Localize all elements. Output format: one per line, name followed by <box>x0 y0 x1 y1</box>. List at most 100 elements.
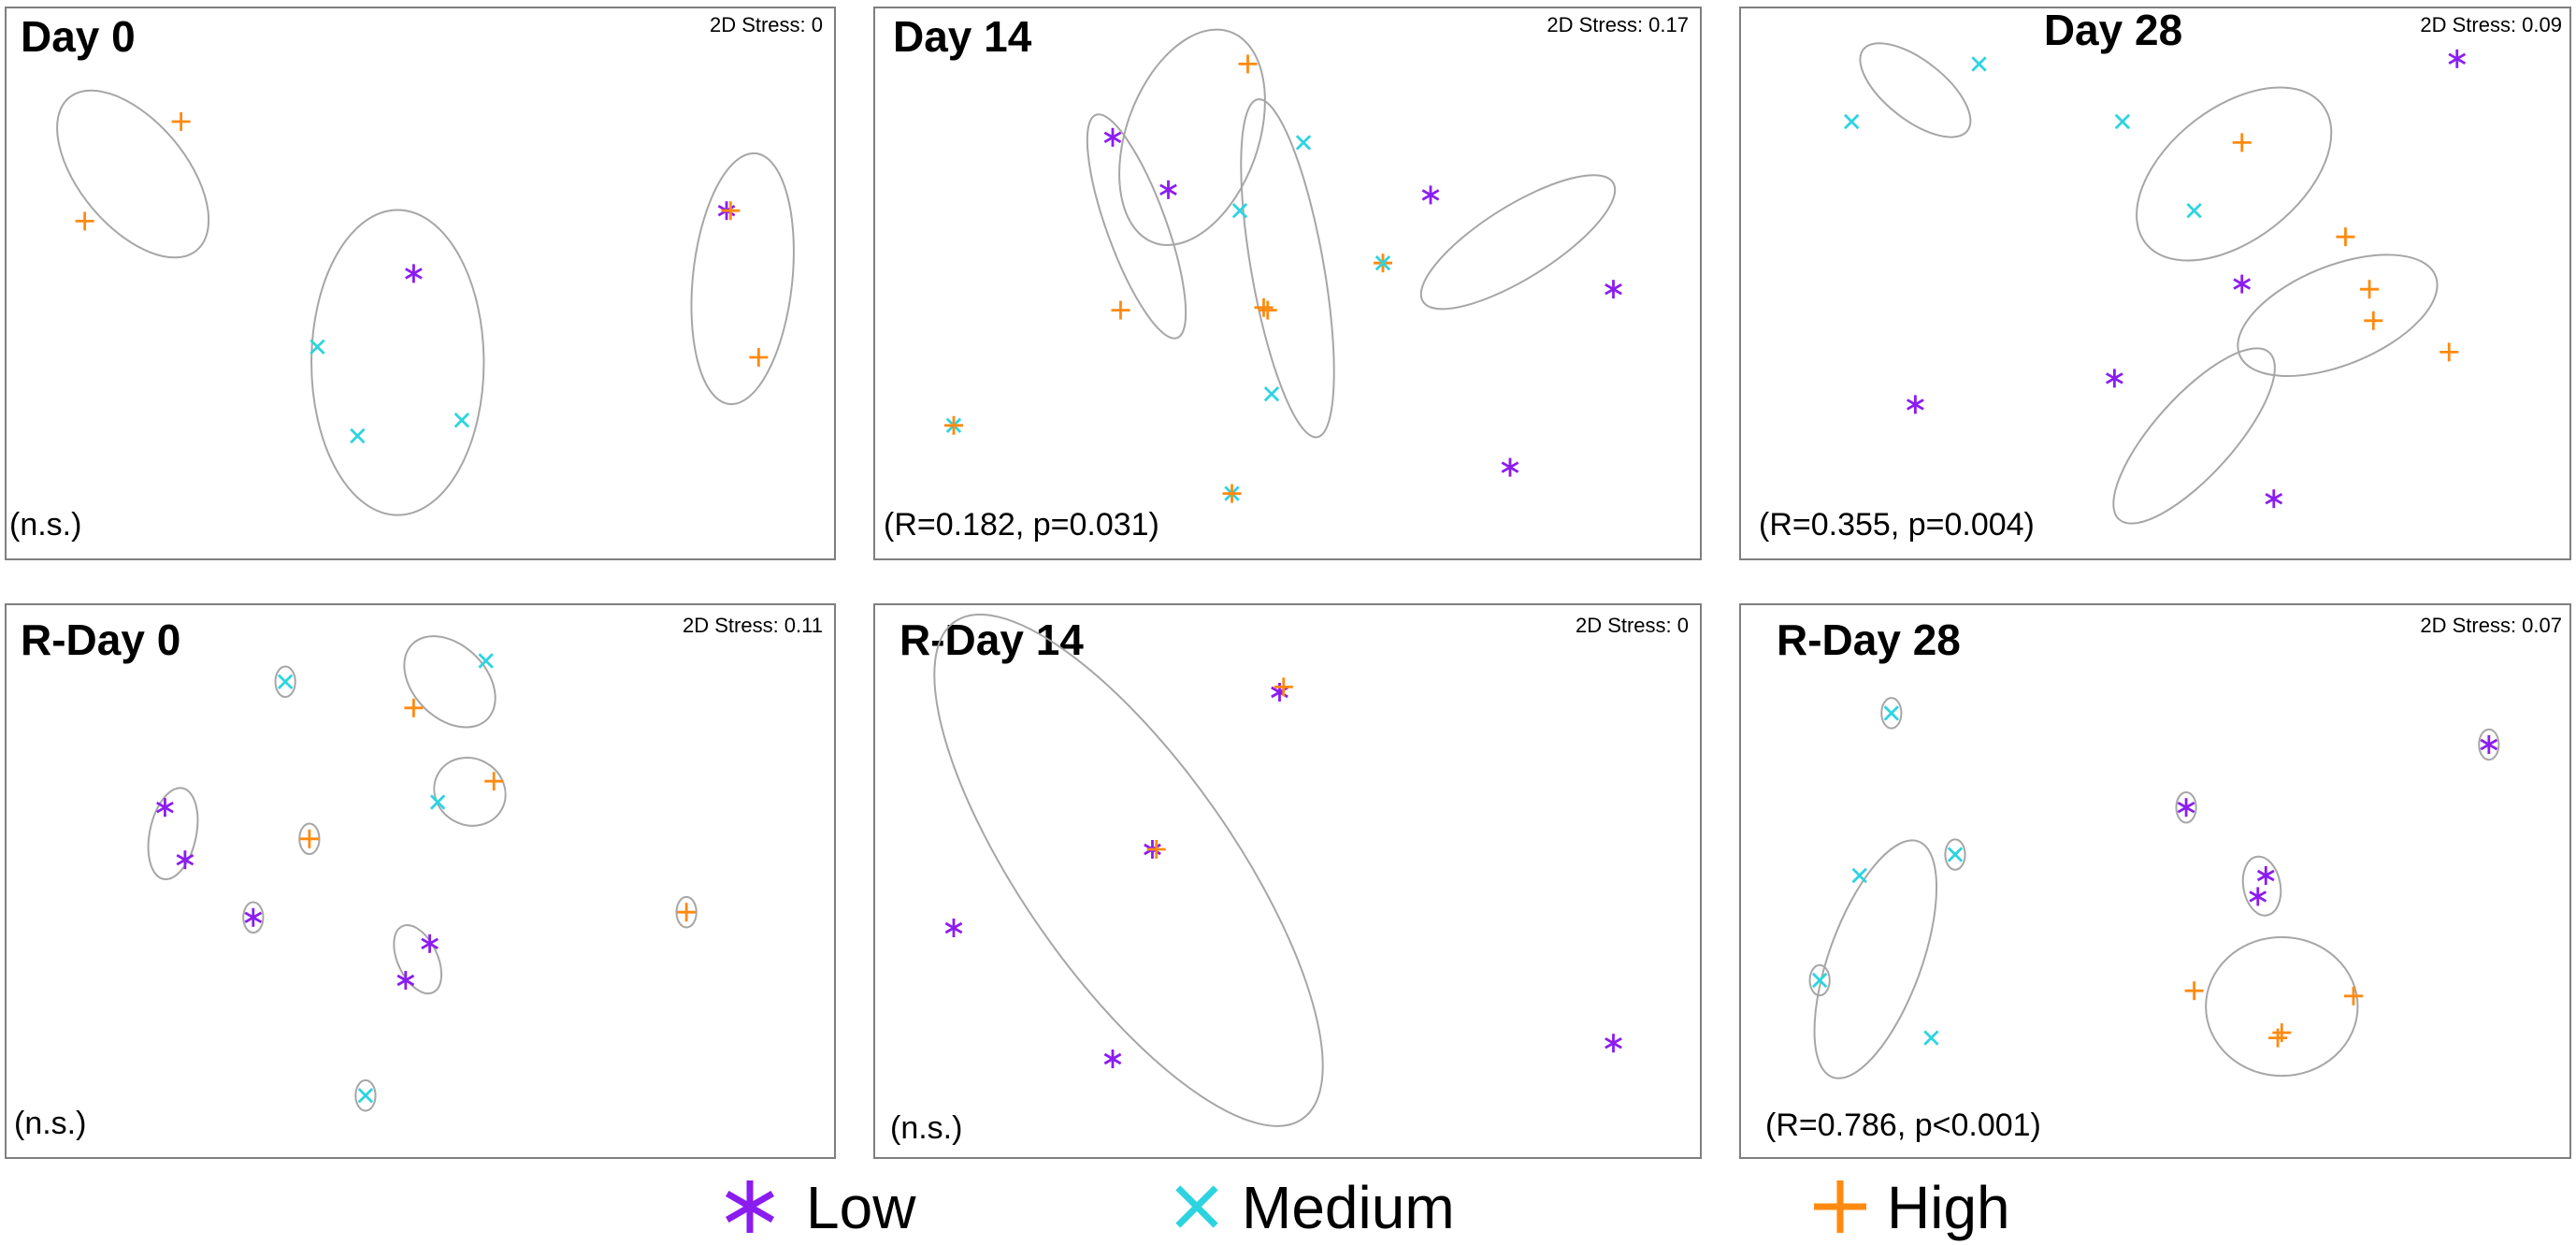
low-point-marker <box>2177 798 2195 818</box>
group-ellipse <box>1808 963 1831 997</box>
anosim-stat-label: (n.s.) <box>890 1110 962 1146</box>
asterisk-icon <box>726 1180 774 1233</box>
group-ellipse <box>393 924 443 995</box>
panel-r-day-14: R-Day 14 2D Stress: 0 (n.s.) <box>873 603 1702 1159</box>
stress-label: 2D Stress: 0.09 <box>2420 13 2562 36</box>
high-point-marker <box>1814 1180 1866 1233</box>
medium-point-marker <box>309 339 325 355</box>
panel-frame <box>873 7 1702 560</box>
medium-point-marker <box>478 653 494 669</box>
group-ellipse <box>298 822 321 856</box>
group-ellipse <box>933 613 1324 1127</box>
panel-r-day-28: R-Day 28 2D Stress: 0.07 (R=0.786, p<0.0… <box>1739 603 2571 1159</box>
low-point-marker <box>2249 887 2267 906</box>
group-ellipse <box>2478 728 2500 761</box>
low-point-marker <box>1103 1050 1122 1068</box>
medium-point-marker <box>1811 972 1828 989</box>
panel-frame <box>5 603 836 1159</box>
high-point-marker <box>1238 54 1258 74</box>
medium-point-marker <box>350 427 366 444</box>
low-point-marker <box>1907 395 1924 414</box>
legend-label: Low <box>806 1174 916 1241</box>
high-point-marker <box>2184 981 2204 1001</box>
group-ellipse <box>1859 42 1972 138</box>
group-ellipse <box>1880 697 1903 730</box>
plus-icon <box>1814 1180 1866 1233</box>
anosim-stat-label: (n.s.) <box>9 507 81 543</box>
stress-label: 2D Stress: 0 <box>1576 614 1689 637</box>
panel-title: R-Day 14 <box>899 615 1084 664</box>
panel-frame <box>5 7 836 560</box>
high-point-marker <box>2336 227 2355 247</box>
legend: Low Medium High <box>726 1174 2010 1241</box>
high-point-marker <box>1222 484 1242 503</box>
group-ellipse <box>2241 855 2282 917</box>
medium-point-marker <box>1231 203 1248 219</box>
high-point-marker <box>299 829 319 848</box>
legend-item-low: Low <box>726 1174 916 1241</box>
group-ellipse <box>310 209 485 516</box>
low-point-marker <box>2448 49 2467 68</box>
medium-point-marker <box>1883 705 1900 721</box>
medium-point-marker <box>453 413 470 428</box>
panel-title: R-Day 0 <box>21 615 180 664</box>
panel-frame <box>1739 603 2571 1159</box>
medium-point-marker <box>277 673 294 689</box>
group-ellipse <box>2205 935 2359 1078</box>
low-point-marker <box>726 1180 774 1233</box>
high-point-marker <box>2439 342 2459 362</box>
group-ellipse <box>403 635 496 729</box>
high-point-marker <box>2268 1028 2288 1048</box>
high-point-marker <box>404 698 424 717</box>
legend-label: High <box>1887 1174 2010 1241</box>
group-ellipse <box>1240 98 1335 439</box>
low-point-marker <box>1159 180 1177 199</box>
medium-point-marker <box>1374 255 1391 271</box>
group-ellipse <box>274 665 296 699</box>
group-ellipse <box>354 1079 377 1112</box>
group-ellipse <box>2237 253 2439 378</box>
low-point-marker <box>2233 274 2252 294</box>
high-point-marker <box>677 903 697 922</box>
high-point-marker <box>2360 280 2380 299</box>
high-point-marker <box>1274 677 1293 697</box>
plot-area <box>56 89 795 516</box>
group-ellipse <box>1813 839 1938 1079</box>
high-point-marker <box>1111 300 1130 320</box>
low-point-marker <box>421 934 439 953</box>
low-point-marker <box>2106 369 2123 388</box>
low-point-marker <box>176 850 194 870</box>
stress-label: 2D Stress: 0 <box>710 13 823 36</box>
medium-point-marker <box>357 1088 374 1104</box>
panel-frame <box>1739 7 2571 560</box>
medium-point-marker <box>1971 56 1987 72</box>
medium-point-marker <box>2186 203 2202 219</box>
group-ellipse <box>433 757 507 827</box>
medium-point-marker <box>1947 847 1964 862</box>
stress-label: 2D Stress: 0.11 <box>683 614 823 637</box>
group-ellipse <box>1118 28 1266 246</box>
panel-title: Day 0 <box>21 12 136 61</box>
high-point-marker <box>75 211 94 231</box>
group-ellipse <box>147 787 199 881</box>
high-point-marker <box>2232 133 2252 152</box>
anosim-stat-label: (R=0.182, p=0.031) <box>884 507 1159 543</box>
low-point-marker <box>2265 489 2283 509</box>
group-ellipse <box>675 895 698 929</box>
plot-area <box>147 635 698 1112</box>
high-point-marker <box>2364 311 2383 330</box>
legend-item-medium: Medium <box>1175 1174 1455 1241</box>
low-point-marker <box>1605 1034 1622 1053</box>
medium-point-marker <box>1263 386 1280 402</box>
stress-label: 2D Stress: 0.17 <box>1547 13 1689 36</box>
low-point-marker <box>1421 185 1440 205</box>
high-point-marker <box>484 772 504 791</box>
low-point-marker <box>396 971 415 990</box>
low-point-marker <box>1103 127 1122 147</box>
panel-title: Day 28 <box>2044 6 2182 54</box>
panel-day-0: Day 0 2D Stress: 0 (n.s.) <box>5 7 836 560</box>
medium-point-marker <box>1295 135 1312 151</box>
group-ellipse <box>1419 174 1617 311</box>
medium-point-marker <box>1923 1030 1939 1046</box>
high-point-marker <box>1146 840 1166 859</box>
